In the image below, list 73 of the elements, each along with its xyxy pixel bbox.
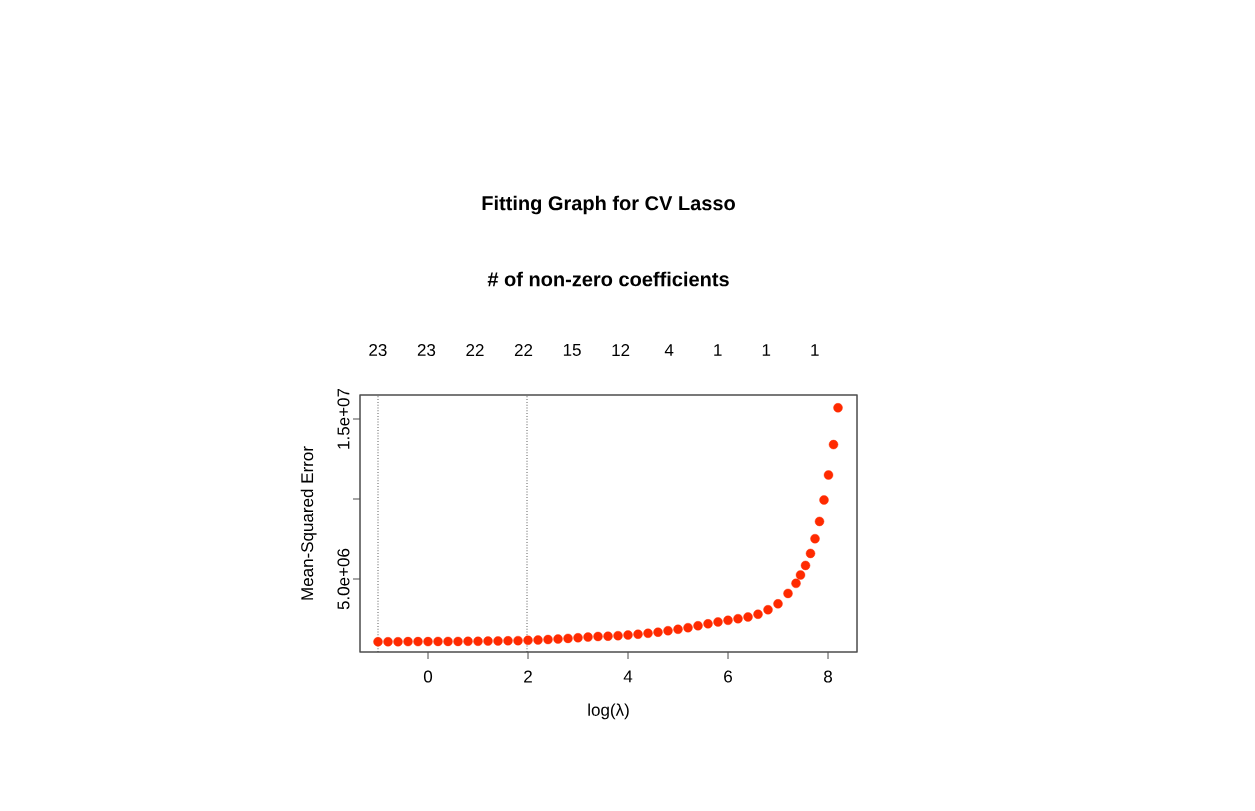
point bbox=[523, 635, 533, 646]
y-axis-title: Mean-Squared Error bbox=[300, 446, 317, 600]
point bbox=[563, 633, 573, 644]
point bbox=[663, 626, 673, 636]
text: 23 bbox=[369, 343, 387, 357]
text: 22 bbox=[466, 344, 484, 356]
x-tick-label: 8 bbox=[824, 670, 832, 683]
point bbox=[795, 570, 806, 580]
x-tick-label: 2 bbox=[524, 670, 532, 683]
point bbox=[800, 560, 811, 571]
point bbox=[828, 439, 839, 450]
point bbox=[743, 612, 753, 622]
text: 1 bbox=[762, 344, 771, 356]
point bbox=[573, 633, 583, 643]
point bbox=[733, 614, 743, 624]
point bbox=[623, 630, 633, 640]
point bbox=[814, 516, 825, 527]
point bbox=[543, 634, 553, 645]
x-tick-label: 4 bbox=[623, 670, 633, 683]
point bbox=[653, 627, 663, 637]
point bbox=[403, 636, 413, 647]
point bbox=[473, 636, 483, 646]
point bbox=[833, 403, 843, 413]
point bbox=[603, 631, 613, 641]
chart-title: Fitting Graph for CV Lasso bbox=[482, 195, 735, 215]
point bbox=[613, 630, 623, 641]
point bbox=[810, 534, 820, 544]
point bbox=[683, 622, 693, 633]
point bbox=[673, 624, 683, 634]
point bbox=[753, 609, 763, 619]
point bbox=[443, 636, 453, 647]
point bbox=[503, 636, 513, 646]
point bbox=[453, 636, 463, 647]
point bbox=[553, 634, 563, 644]
point bbox=[533, 635, 543, 645]
x-tick-label: 0 bbox=[423, 670, 433, 683]
y-tick-label: 5.0e+06 bbox=[337, 548, 350, 610]
point bbox=[483, 636, 493, 646]
point bbox=[633, 629, 643, 639]
point bbox=[493, 636, 503, 646]
x-tick-label: 6 bbox=[724, 670, 732, 683]
point bbox=[413, 636, 423, 647]
text: 1 bbox=[811, 344, 819, 356]
text: 22 bbox=[514, 344, 533, 356]
point bbox=[513, 635, 523, 646]
point bbox=[773, 599, 783, 609]
point bbox=[819, 495, 829, 505]
point bbox=[463, 636, 473, 646]
text: 12 bbox=[612, 344, 630, 356]
text: 15 bbox=[563, 344, 581, 356]
x-axis-title: log(λ) bbox=[588, 703, 629, 720]
point bbox=[423, 636, 433, 647]
point bbox=[763, 605, 773, 615]
point bbox=[643, 628, 653, 638]
y-tick-label: 1.5e+07 bbox=[337, 388, 350, 449]
text: 1 bbox=[714, 344, 722, 356]
point bbox=[823, 470, 834, 480]
point bbox=[791, 578, 801, 589]
point bbox=[593, 631, 603, 642]
text: 4 bbox=[664, 344, 674, 356]
point bbox=[805, 548, 816, 559]
point bbox=[703, 619, 713, 629]
text: 23 bbox=[417, 343, 436, 357]
point bbox=[373, 637, 383, 647]
point bbox=[723, 615, 733, 626]
point bbox=[693, 621, 703, 631]
point bbox=[383, 637, 393, 647]
point bbox=[713, 617, 723, 627]
chart-subtitle: # of non-zero coefficients bbox=[487, 271, 729, 287]
point bbox=[393, 637, 403, 647]
point bbox=[783, 588, 793, 599]
point bbox=[583, 632, 593, 642]
point bbox=[433, 636, 443, 647]
